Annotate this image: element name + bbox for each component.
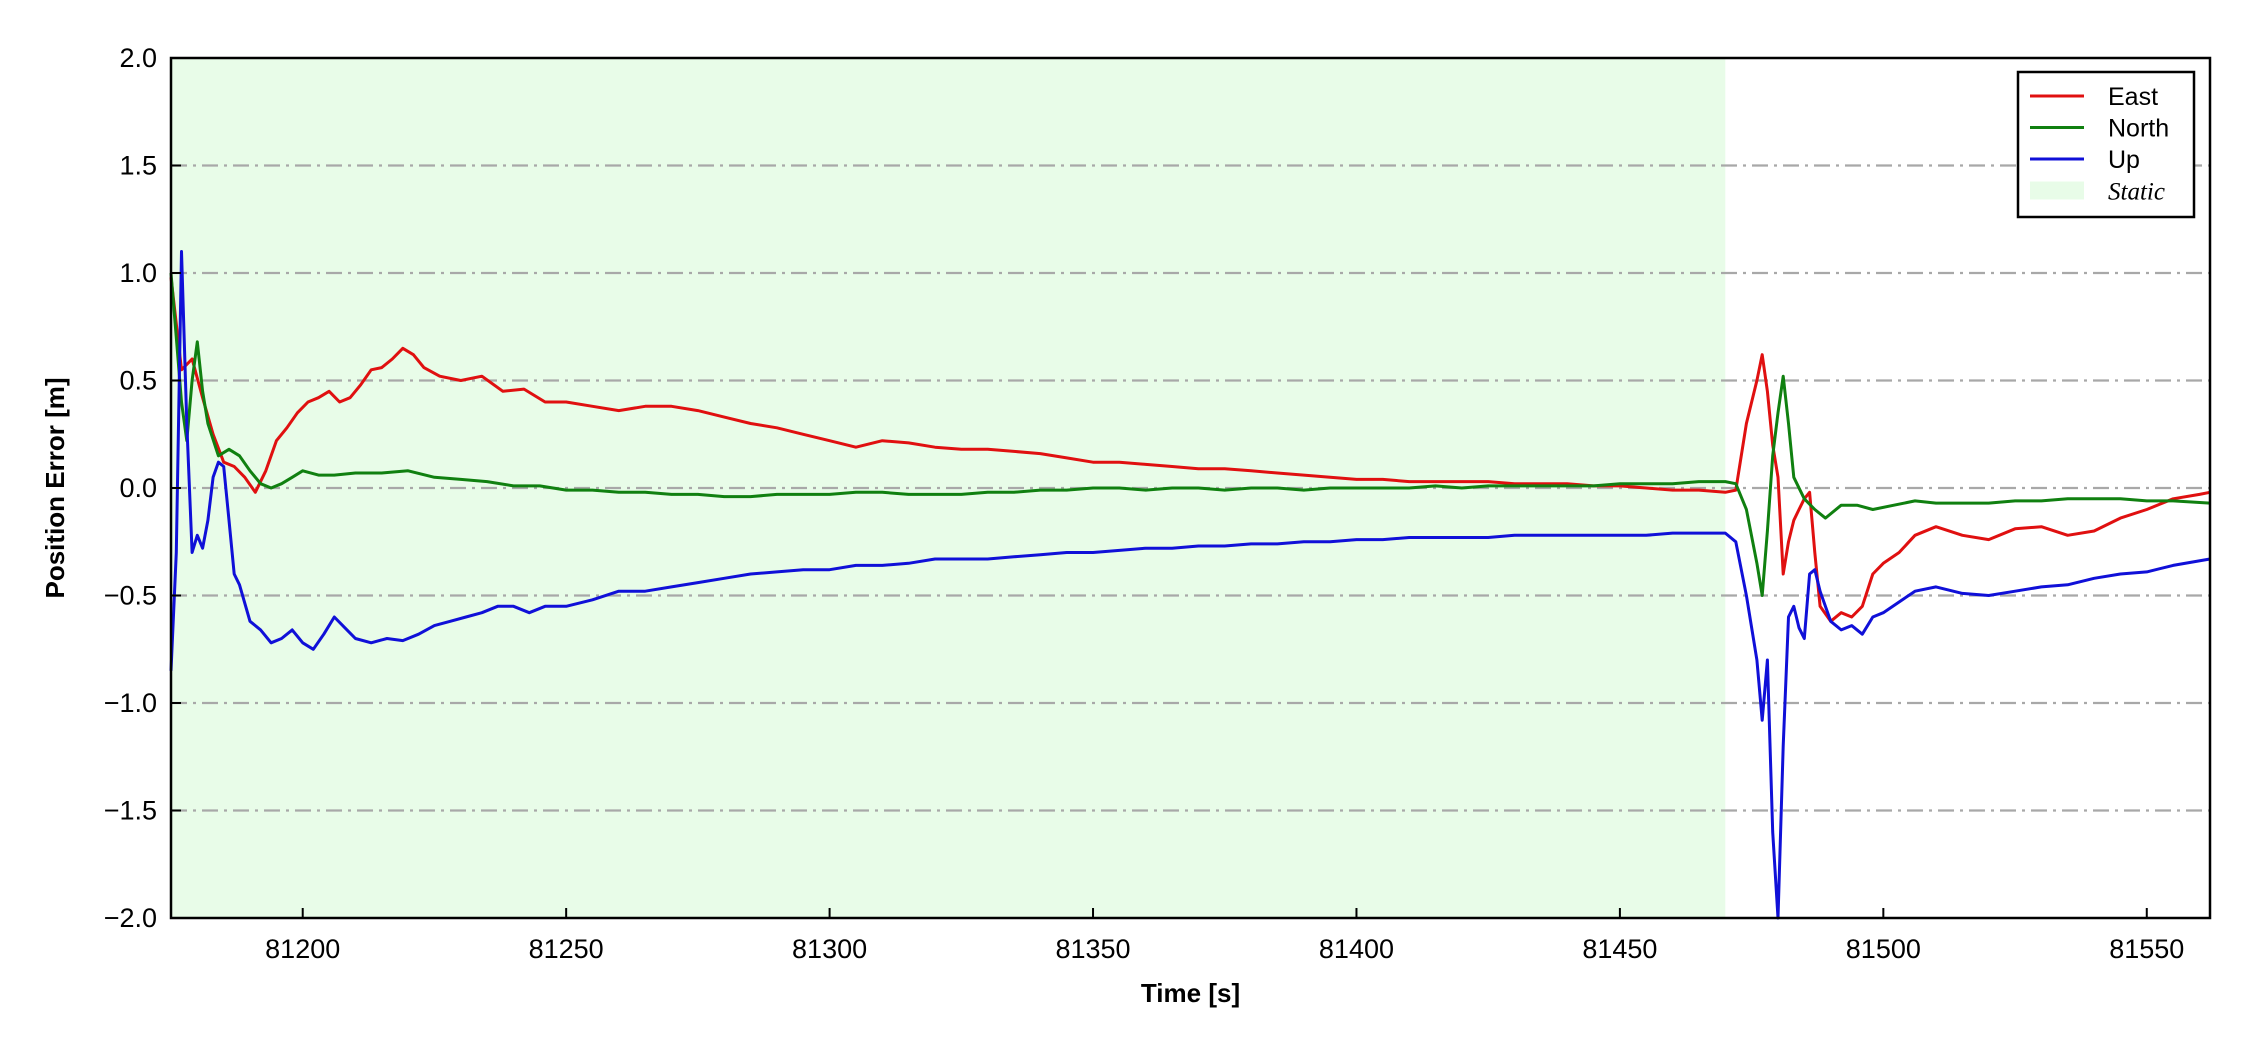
x-axis-title: Time [s]: [1141, 978, 1240, 1008]
series-layer: [169, 250, 2211, 920]
y-tick-label: −1.5: [104, 796, 157, 826]
series-line-east: [169, 277, 2211, 623]
x-tick-label: 81300: [792, 934, 867, 964]
x-tick-label: 81200: [265, 934, 340, 964]
y-tick-label: 1.5: [119, 151, 157, 181]
y-tick-label: −2.0: [104, 903, 157, 933]
legend: East North Up Static: [2016, 70, 2196, 219]
legend-label-north: North: [2108, 115, 2169, 143]
y-tick-label: 2.0: [119, 43, 157, 73]
y-tick-label: 0.0: [119, 473, 157, 503]
x-tick-label: 81450: [1582, 934, 1657, 964]
x-tick-label: 81400: [1319, 934, 1394, 964]
y-tick-label: 1.0: [119, 258, 157, 288]
legend-swatch-static: [2030, 181, 2084, 200]
y-axis-title: Position Error [m]: [40, 377, 70, 598]
y-tick-label: −0.5: [104, 581, 157, 611]
x-tick-label: 81250: [529, 934, 604, 964]
series-line-up: [169, 250, 2211, 920]
y-tick-label: 0.5: [119, 366, 157, 396]
legend-label-up: Up: [2108, 146, 2140, 174]
y-tick-label: −1.0: [104, 688, 157, 718]
x-tick-label: 81550: [2109, 934, 2184, 964]
legend-label-east: East: [2108, 83, 2158, 111]
series-line-north: [169, 272, 2211, 597]
legend-items: East North Up Static: [2030, 83, 2169, 206]
tick-layer: 81200 81250 81300 81350 81400 81450 81500 81550…: [104, 43, 2185, 964]
x-tick-label: 81500: [1846, 934, 1921, 964]
legend-label-static: Static: [2108, 179, 2165, 206]
x-tick-label: 81350: [1055, 934, 1130, 964]
